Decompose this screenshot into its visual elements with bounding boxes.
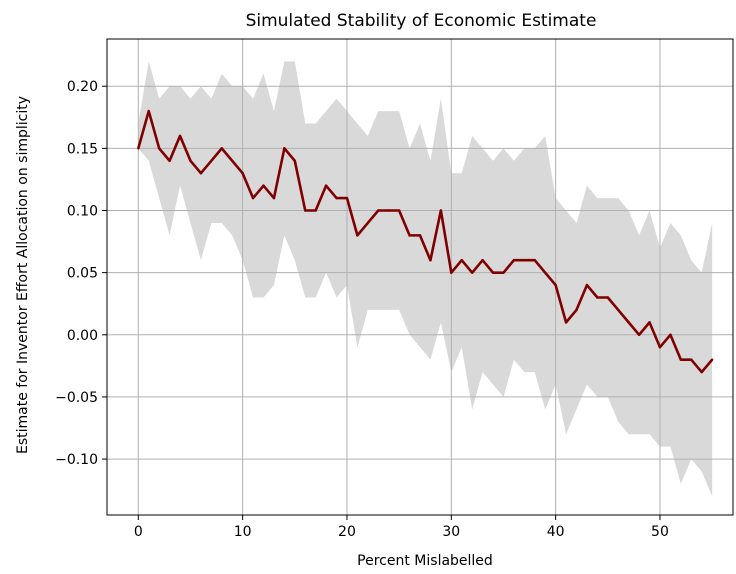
x-tick-label: 10 [234, 524, 252, 540]
chart-title: Simulated Stability of Economic Estimate [246, 11, 597, 31]
data-point [220, 147, 223, 150]
data-point [314, 209, 317, 212]
data-point [418, 234, 422, 237]
x-tick-label: 40 [547, 524, 565, 540]
series-line [137, 109, 714, 374]
data-point [669, 333, 672, 336]
data-point [293, 159, 296, 162]
y-tick-label: −0.10 [55, 452, 98, 468]
confidence-band [138, 61, 713, 497]
data-point [377, 209, 380, 212]
x-tick-label: 0 [134, 524, 143, 540]
data-point [356, 234, 359, 237]
data-point [157, 147, 161, 150]
x-tick-label: 50 [651, 524, 669, 540]
data-point [272, 196, 276, 200]
data-point [627, 321, 630, 324]
data-point [345, 196, 349, 200]
y-tick-label: 0.15 [67, 141, 98, 157]
data-point [617, 308, 620, 312]
data-point [606, 296, 609, 299]
data-point [460, 259, 463, 262]
data-point [199, 172, 203, 175]
data-point [366, 221, 370, 225]
data-point [523, 259, 526, 262]
data-point [533, 259, 536, 262]
data-point [439, 209, 443, 212]
data-point [335, 196, 338, 200]
data-point [241, 172, 244, 175]
data-point [450, 271, 453, 274]
data-point [408, 234, 411, 237]
data-point [679, 358, 683, 361]
y-tick-label: 0.05 [67, 266, 98, 282]
series-layer [137, 109, 714, 374]
data-point [481, 259, 484, 262]
data-point [304, 209, 307, 212]
data-point [596, 296, 599, 299]
data-point [231, 159, 234, 162]
y-tick-label: 0.10 [67, 204, 98, 220]
data-point [710, 358, 714, 361]
data-point [491, 271, 495, 274]
data-point [564, 321, 568, 324]
data-point [397, 209, 401, 212]
data-point [470, 271, 474, 274]
data-point [283, 147, 286, 150]
y-tick-label: 0.00 [67, 328, 98, 344]
grid-layer [107, 39, 733, 515]
data-point [324, 184, 328, 187]
x-tick-label: 30 [442, 524, 460, 540]
data-point [189, 159, 192, 162]
data-point [429, 259, 432, 262]
data-point [637, 333, 641, 336]
x-tick-label: 20 [338, 524, 356, 540]
data-point [387, 209, 390, 212]
data-point [658, 346, 662, 349]
confidence-band-layer [138, 61, 713, 497]
tick-layer: 0 10 20 30 40 50 −0.10 −0.05 0.00 0.05 0.10 0.15 0.2… [55, 79, 669, 540]
data-point [178, 134, 182, 138]
data-point [168, 159, 171, 162]
y-axis-label: Estimate for Inventor Effort Allocation … [15, 96, 31, 454]
data-point [137, 147, 140, 150]
data-point [512, 259, 516, 262]
y-tick-label: 0.20 [67, 79, 98, 95]
data-point [502, 271, 505, 274]
data-point [690, 358, 693, 361]
data-point [210, 159, 213, 162]
data-point [554, 283, 557, 287]
x-axis-label: Percent Mislabelled [357, 553, 493, 569]
axes-layer [106, 38, 734, 516]
data-point [262, 184, 265, 187]
data-point [251, 196, 255, 200]
data-point [648, 321, 651, 324]
data-point [544, 271, 547, 274]
data-point [700, 370, 703, 374]
plot-frame [106, 38, 734, 516]
data-point [585, 283, 589, 287]
data-point [147, 109, 150, 113]
data-point [575, 308, 578, 312]
y-tick-label: −0.05 [55, 390, 98, 406]
